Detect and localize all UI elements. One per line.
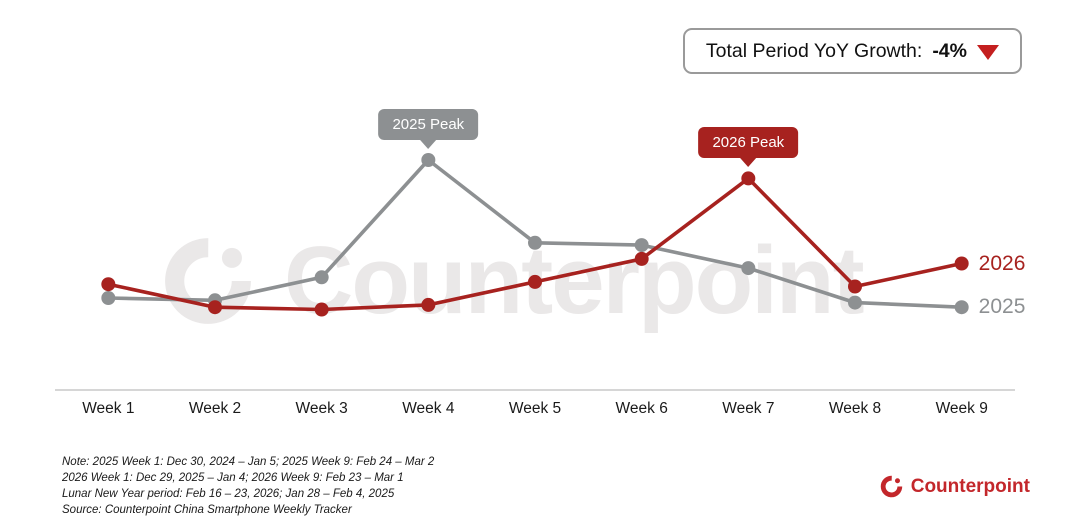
x-axis-labels: Week 1 Week 2 Week 3 Week 4 Week 5 Week 6 Week… <box>55 400 1015 418</box>
x-axis-label: Week 4 <box>402 400 455 417</box>
yoy-growth-value: -4% <box>932 39 967 62</box>
down-triangle-icon <box>977 44 999 60</box>
watermark: Counterpoint <box>158 226 865 336</box>
brand-footer: Counterpoint <box>879 474 1030 499</box>
counterpoint-logo-watermark-icon <box>165 238 251 324</box>
callout-2026-peak: 2026 Peak <box>698 127 799 159</box>
note-line-1: Note: 2025 Week 1: Dec 30, 2024 – Jan 5;… <box>62 456 435 468</box>
counterpoint-logo-icon <box>880 475 902 498</box>
callout-2026-peak-label: 2026 Peak <box>712 134 785 152</box>
watermark-text: Counterpoint <box>284 227 865 334</box>
yoy-growth-box: Total Period YoY Growth: -4% <box>682 28 1022 74</box>
note-line-2: 2026 Week 1: Dec 29, 2025 – Jan 4; 2026 … <box>62 471 404 484</box>
series-label-2026: 2026 <box>978 251 1026 275</box>
brand-name: Counterpoint <box>910 475 1030 497</box>
series-label-2025: 2025 <box>978 295 1026 319</box>
x-axis-label: Week 8 <box>828 400 882 417</box>
note-line-4: Source: Counterpoint China Smartphone We… <box>62 503 352 516</box>
note-line-3: Lunar New Year period: Feb 16 – 23, 2026… <box>62 487 395 500</box>
x-axis-label: Week 7 <box>722 400 775 417</box>
x-axis-label: Week 3 <box>295 400 348 417</box>
x-axis-label: Week 1 <box>82 400 135 417</box>
notes: Note: 2025 Week 1: Dec 30, 2024 – Jan 5;… <box>62 455 434 518</box>
x-axis-label: Week 2 <box>188 400 242 417</box>
callout-2025-peak: 2025 Peak <box>378 109 479 140</box>
yoy-growth-label: Total Period YoY Growth: <box>705 39 923 62</box>
callout-2025-peak-label: 2025 Peak <box>392 116 465 133</box>
x-axis-label: Week 6 <box>615 400 668 417</box>
x-axis-label: Week 9 <box>935 400 988 417</box>
x-axis-label: Week 5 <box>508 400 562 417</box>
